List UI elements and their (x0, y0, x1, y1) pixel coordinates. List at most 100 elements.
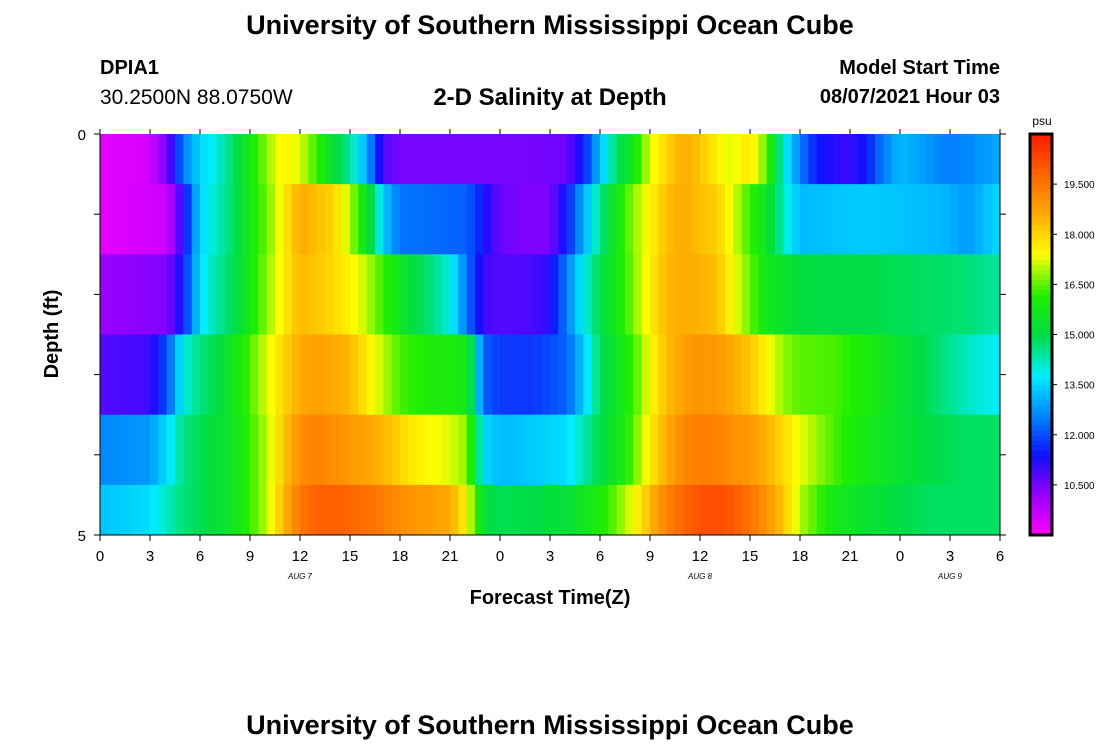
heatmap-cell (966, 334, 976, 416)
heatmap-cell (566, 484, 576, 535)
heatmap-cell (375, 414, 384, 486)
heatmap-cell (583, 414, 593, 486)
heatmap-cell (216, 414, 226, 486)
heatmap-cell (275, 184, 284, 255)
heatmap-cell (241, 334, 251, 416)
heatmap-cell (408, 334, 418, 416)
heatmap-cell (200, 254, 209, 336)
heatmap-cell (608, 414, 618, 486)
heatmap-cell (433, 254, 443, 336)
heatmap-cell (200, 484, 209, 535)
heatmap-cell (616, 484, 626, 535)
heatmap-cell (350, 184, 359, 255)
heatmap-cell (550, 134, 559, 185)
heatmap-cell (341, 414, 351, 486)
colorbar-segment (1030, 419, 1052, 426)
heatmap-cell (925, 134, 934, 185)
heatmap-cell (991, 484, 1000, 535)
heatmap-cell (950, 414, 959, 486)
colorbar-segment (1030, 244, 1052, 250)
heatmap-cell (175, 254, 184, 336)
heatmap-cell (983, 334, 993, 416)
heatmap-cell (341, 254, 351, 336)
heatmap-cell (933, 334, 943, 416)
heatmap-cell (958, 484, 968, 535)
heatmap-cell (741, 134, 751, 185)
heatmap-cell (416, 334, 426, 416)
heatmap-cell (583, 184, 593, 255)
heatmap-cell (241, 254, 251, 336)
heatmap-cell (558, 414, 568, 486)
heatmap-cell (508, 134, 518, 185)
heatmap-cell (450, 254, 459, 336)
heatmap-cell (841, 134, 851, 185)
heatmap-cell (708, 254, 718, 336)
heatmap-cell (658, 334, 668, 416)
station-id: DPIA1 (100, 57, 159, 79)
heatmap-cell (250, 334, 259, 416)
heatmap-cell (466, 254, 476, 336)
heatmap-cell (333, 484, 343, 535)
heatmap-cell (133, 184, 143, 255)
heatmap-cell (975, 484, 984, 535)
heatmap-cell (958, 184, 968, 255)
heatmap-cell (241, 414, 251, 486)
heatmap-cell (633, 184, 643, 255)
heatmap-cell (216, 484, 226, 535)
heatmap-cell (725, 484, 734, 535)
heatmap-cell (966, 414, 976, 486)
heatmap-cell (941, 334, 951, 416)
heatmap-cell (133, 254, 143, 336)
heatmap-cell (425, 254, 434, 336)
heatmap-cell (575, 184, 584, 255)
heatmap-cell (491, 334, 501, 416)
heatmap-cell (525, 184, 534, 255)
heatmap-cell (966, 134, 976, 185)
heatmap-cell (758, 254, 768, 336)
colorbar-segment (1030, 154, 1052, 160)
heatmap-cell (483, 414, 493, 486)
heatmap-cell (408, 184, 418, 255)
heatmap-cell (291, 134, 301, 185)
heatmap-cell (175, 484, 184, 535)
heatmap-cell (883, 414, 893, 486)
heatmap-cell (125, 414, 134, 486)
heatmap-cell (516, 484, 526, 535)
heatmap-cell (708, 334, 718, 416)
heatmap-cell (950, 184, 959, 255)
heatmap-cell (358, 484, 368, 535)
heatmap-cell (908, 134, 918, 185)
heatmap-cell (275, 414, 284, 486)
x-tick-label: 21 (442, 548, 459, 565)
heatmap-cell (200, 184, 209, 255)
heatmap-cell (916, 254, 926, 336)
heatmap-cell (650, 254, 659, 336)
heatmap-cell (175, 334, 184, 416)
colorbar-segment (1030, 469, 1052, 476)
heatmap-cell (116, 134, 126, 185)
heatmap-cell (166, 484, 176, 535)
heatmap-cell (591, 484, 601, 535)
heatmap-cell (675, 134, 684, 185)
heatmap-cell (408, 134, 418, 185)
heatmap-cell (458, 184, 468, 255)
heatmap-cell (258, 184, 268, 255)
heatmap-cell (300, 254, 309, 336)
heatmap-cell (691, 484, 701, 535)
heatmap-cell (183, 334, 193, 416)
heatmap-cell (116, 484, 126, 535)
heatmap-cell (200, 134, 209, 185)
heatmap-cell (533, 254, 543, 336)
heatmap-cell (900, 184, 909, 255)
heatmap-cell (816, 484, 826, 535)
heatmap-cell (266, 134, 276, 185)
heatmap-cell (316, 334, 326, 416)
heatmap-cell (308, 134, 318, 185)
heatmap-cell (558, 254, 568, 336)
heatmap-cell (100, 484, 109, 535)
heatmap-cell (983, 484, 993, 535)
heatmap-cell (991, 334, 1000, 416)
heatmap-cell (416, 184, 426, 255)
heatmap-cell (633, 134, 643, 185)
heatmap-cell (608, 184, 618, 255)
